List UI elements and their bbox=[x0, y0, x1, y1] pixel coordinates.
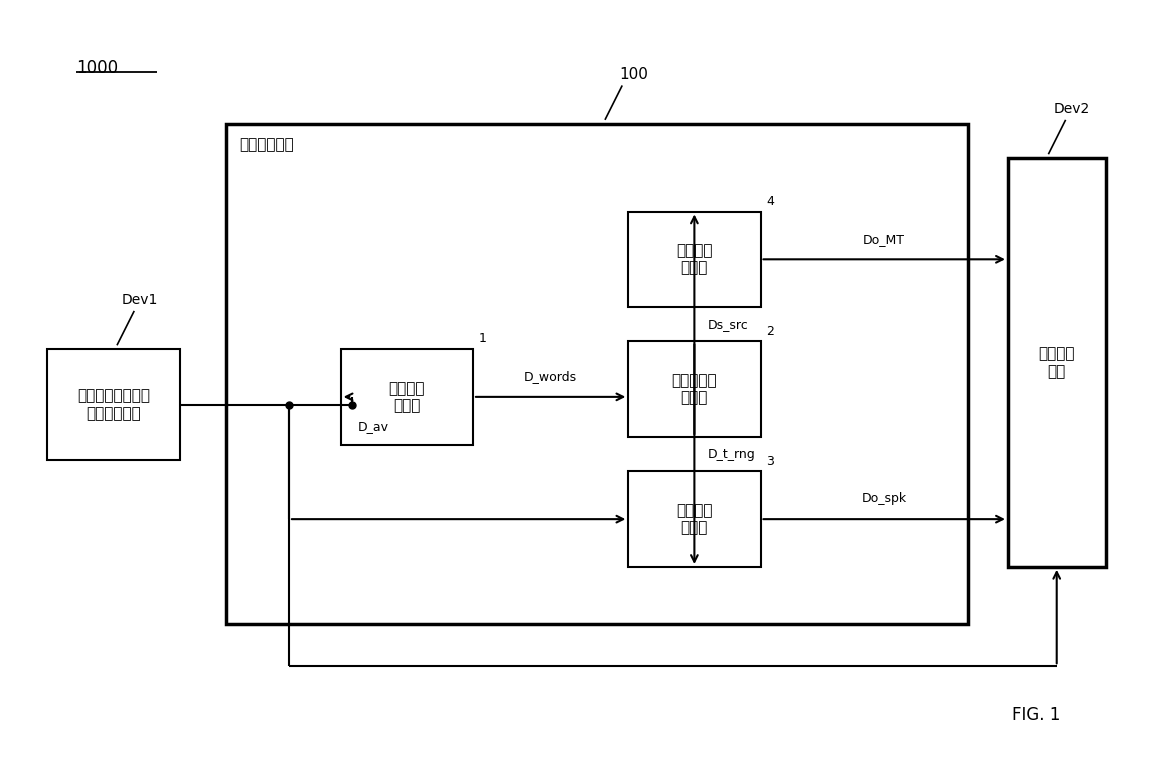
Text: Do_spk: Do_spk bbox=[861, 492, 906, 505]
Text: Ds_src: Ds_src bbox=[708, 318, 749, 331]
Text: 4: 4 bbox=[767, 195, 774, 208]
Bar bbox=[628, 212, 761, 307]
Text: 3: 3 bbox=[767, 455, 774, 468]
Bar bbox=[628, 341, 761, 437]
Text: 1000: 1000 bbox=[76, 59, 119, 77]
Text: セグメント
処理部: セグメント 処理部 bbox=[671, 373, 717, 406]
Text: 機械翻訳
処理部: 機械翻訳 処理部 bbox=[676, 243, 713, 275]
Bar bbox=[226, 123, 967, 624]
Text: D_av: D_av bbox=[357, 420, 389, 433]
Text: 表示処理
装置: 表示処理 装置 bbox=[1039, 346, 1075, 379]
Text: D_words: D_words bbox=[525, 370, 578, 384]
Text: 1: 1 bbox=[478, 332, 487, 345]
Text: 2: 2 bbox=[767, 324, 774, 337]
Bar bbox=[1008, 158, 1106, 567]
Text: ビデオストリーム
取得処理装置: ビデオストリーム 取得処理装置 bbox=[77, 388, 150, 421]
Text: Do_MT: Do_MT bbox=[864, 232, 905, 245]
Bar bbox=[628, 472, 761, 567]
Bar bbox=[340, 349, 473, 445]
Bar bbox=[47, 349, 180, 460]
Text: 音声認識
処理部: 音声認識 処理部 bbox=[389, 380, 425, 413]
Text: 話者予測
処理部: 話者予測 処理部 bbox=[676, 503, 713, 535]
Text: Dev1: Dev1 bbox=[122, 293, 158, 307]
Text: 同時通訳装置: 同時通訳装置 bbox=[240, 137, 294, 153]
Text: Dev2: Dev2 bbox=[1053, 102, 1090, 116]
Text: FIG. 1: FIG. 1 bbox=[1012, 706, 1061, 723]
Text: D_t_rng: D_t_rng bbox=[708, 448, 756, 461]
Text: 100: 100 bbox=[619, 67, 648, 81]
